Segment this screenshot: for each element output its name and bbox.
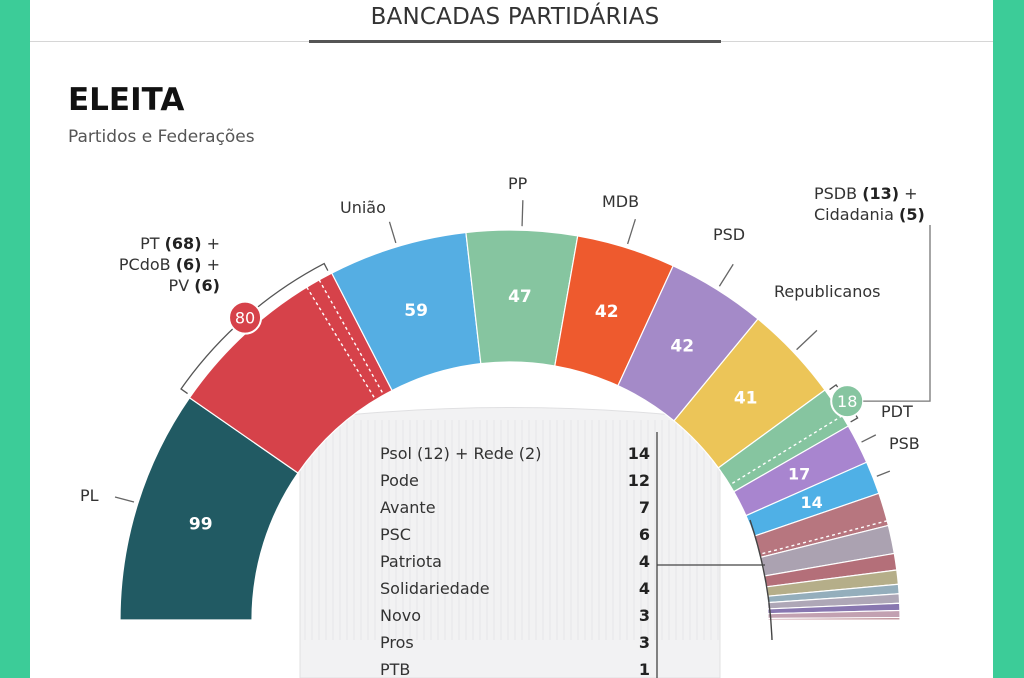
legend-row: Avante 7 <box>380 498 650 517</box>
segment-value: 41 <box>734 389 758 409</box>
federation-divider <box>306 286 377 401</box>
leader-line <box>626 218 636 245</box>
leader-line <box>388 221 397 244</box>
segment-value: 42 <box>595 302 619 322</box>
federation-total-badge <box>228 300 263 335</box>
leader-line <box>861 434 877 443</box>
legend-row: Novo 3 <box>380 606 650 625</box>
segment-value: 42 <box>670 337 694 357</box>
label-psdb-federation: PSDB (13) + Cidadania (5) <box>814 184 925 224</box>
label-uniao: União <box>340 198 386 217</box>
leader-line <box>796 329 818 351</box>
label-mdb: MDB <box>602 192 640 211</box>
federation-divider <box>759 520 888 556</box>
leader-line <box>718 263 734 287</box>
leader-line <box>114 496 135 503</box>
label-pp: PP <box>508 174 528 193</box>
hemicycle-chart: 99 59 47 42 42 41 17 14 80 18 <box>114 200 931 678</box>
leader-line <box>521 200 524 227</box>
small-parties-bracket <box>749 519 773 641</box>
federation-total: 18 <box>837 392 857 411</box>
label-pt-federation: PT (68) + PCdoB (6) + PV (6) <box>118 234 220 295</box>
leader-line <box>863 225 931 402</box>
legend-row: Solidariedade 4 <box>380 579 650 598</box>
section-subtitle: Partidos e Federações <box>68 127 255 147</box>
hemicycle-segment <box>767 617 901 621</box>
segment-value: 14 <box>801 493 823 512</box>
federation-total: 80 <box>235 309 255 328</box>
legend-row: PTB 1 <box>380 660 650 678</box>
legend-row: Pros 3 <box>380 633 650 652</box>
federation-divider <box>729 415 843 486</box>
segment-value: 17 <box>788 465 810 484</box>
header-underline <box>309 40 721 43</box>
segment-value: 99 <box>189 514 213 534</box>
legend-row: Psol (12) + Rede (2) 14 <box>380 444 650 463</box>
legend-row: Patriota 4 <box>380 552 650 571</box>
section-title: ELEITA <box>68 82 185 118</box>
label-psd: PSD <box>713 225 746 244</box>
label-pl: PL <box>80 486 99 505</box>
label-pdt: PDT <box>881 402 913 421</box>
legend-row: PSC 6 <box>380 525 650 544</box>
header-title: BANCADAS PARTIDÁRIAS <box>370 4 660 30</box>
label-psb: PSB <box>889 434 920 453</box>
label-republicanos: Republicanos <box>774 282 881 301</box>
small-parties-legend: Psol (12) + Rede (2) 14 Pode 12 Avante 7 PS… <box>380 440 650 678</box>
legend-row: Pode 12 <box>380 471 650 490</box>
segment-value: 59 <box>404 301 428 321</box>
infographic-panel: BANCADAS PARTIDÁRIAS ELEITA Partidos e F… <box>30 0 993 678</box>
federation-divider <box>318 279 385 396</box>
leader-line <box>876 470 891 477</box>
segment-value: 47 <box>508 287 532 307</box>
